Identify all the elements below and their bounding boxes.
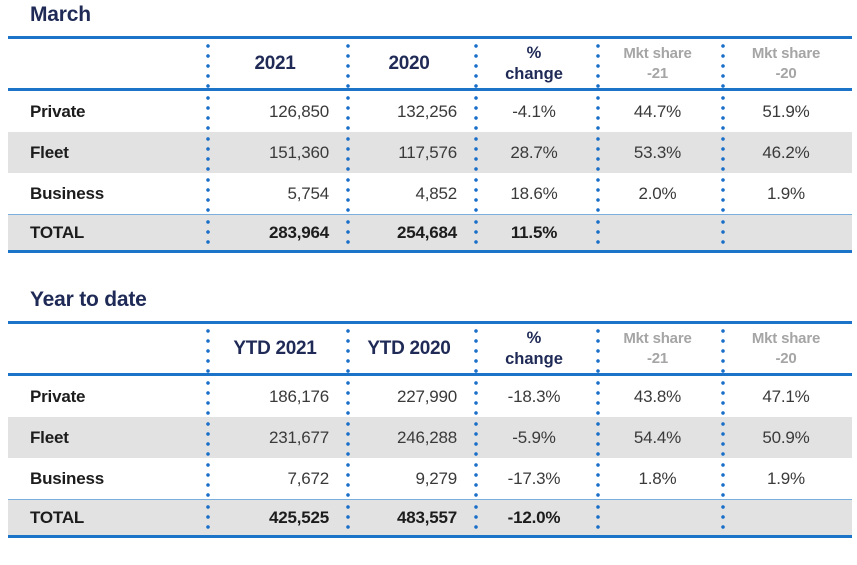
cell-ytd-2020: 246,288 xyxy=(345,417,473,458)
cell-mkt-share-21: 53.3% xyxy=(595,132,720,173)
cell-ytd-2021: 7,672 xyxy=(205,458,345,499)
cell-2020: 132,256 xyxy=(345,91,473,132)
cell-ytd-2021: 186,176 xyxy=(205,376,345,417)
cell-pct-change: 28.7% xyxy=(473,132,595,173)
cell-2021: 151,360 xyxy=(205,132,345,173)
ytd-table: YTD 2021 YTD 2020 % change Mkt share -21… xyxy=(8,321,852,538)
column-header-mkt-share-21: Mkt share -21 xyxy=(595,39,720,88)
row-label: Private xyxy=(30,101,86,121)
cell-mkt-share-21 xyxy=(595,500,720,535)
column-header-label: Mkt share -20 xyxy=(751,45,821,82)
cell-ytd-2020: 483,557 xyxy=(345,500,473,535)
column-header-label: Mkt share -21 xyxy=(623,45,692,82)
cell-mkt-share-20: 47.1% xyxy=(720,376,852,417)
column-header-label: YTD 2020 xyxy=(367,337,451,359)
cell-mkt-share-20: 46.2% xyxy=(720,132,852,173)
march-table: 2021 2020 % change Mkt share -21 Mkt sha… xyxy=(8,36,852,253)
cell-mkt-share-21: 2.0% xyxy=(595,173,720,214)
cell-mkt-share-21: 54.4% xyxy=(595,417,720,458)
table-row-business: Business 7,672 9,279 -17.3% 1.8% 1.9% xyxy=(8,458,852,499)
column-header-label: 2021 xyxy=(254,52,296,74)
cell-ytd-2020: 9,279 xyxy=(345,458,473,499)
cell-2020: 4,852 xyxy=(345,173,473,214)
cell-ytd-2021: 231,677 xyxy=(205,417,345,458)
cell-mkt-share-21: 43.8% xyxy=(595,376,720,417)
cell-mkt-share-20: 1.9% xyxy=(720,458,852,499)
cell-mkt-share-20: 51.9% xyxy=(720,91,852,132)
table-row-private: Private 186,176 227,990 -18.3% 43.8% 47.… xyxy=(8,376,852,417)
column-header-2021: 2021 xyxy=(205,39,345,88)
column-header-ytd-2021: YTD 2021 xyxy=(205,324,345,373)
row-label: Private xyxy=(30,386,86,406)
cell-pct-change: -12.0% xyxy=(473,500,595,535)
row-label: Business xyxy=(30,468,104,488)
table-title-march: March xyxy=(30,3,91,26)
row-label: TOTAL xyxy=(30,222,85,242)
column-header-ytd-2020: YTD 2020 xyxy=(345,324,473,373)
table-title-ytd: Year to date xyxy=(30,288,147,311)
column-header-label: % change xyxy=(505,43,563,83)
ytd-section: Year to date YTD 2021 YTD 2020 % change … xyxy=(0,285,857,538)
row-label: Business xyxy=(30,183,104,203)
cell-mkt-share-21: 1.8% xyxy=(595,458,720,499)
table-header-row: YTD 2021 YTD 2020 % change Mkt share -21… xyxy=(8,324,852,376)
column-header-blank xyxy=(8,39,205,88)
column-header-mkt-share-20: Mkt share -20 xyxy=(720,39,852,88)
column-header-mkt-share-21: Mkt share -21 xyxy=(595,324,720,373)
row-label: Fleet xyxy=(30,142,69,162)
column-header-pct-change: % change xyxy=(473,324,595,373)
cell-mkt-share-20: 50.9% xyxy=(720,417,852,458)
cell-ytd-2020: 227,990 xyxy=(345,376,473,417)
cell-mkt-share-20 xyxy=(720,215,852,250)
column-header-label: YTD 2021 xyxy=(233,337,317,359)
march-section: March 2021 2020 % change Mkt share -21 M… xyxy=(0,0,857,253)
column-header-mkt-share-20: Mkt share -20 xyxy=(720,324,852,373)
cell-2021: 126,850 xyxy=(205,91,345,132)
column-header-label: Mkt share -20 xyxy=(751,330,821,367)
column-header-2020: 2020 xyxy=(345,39,473,88)
cell-2021: 283,964 xyxy=(205,215,345,250)
column-header-label: 2020 xyxy=(388,52,430,74)
cell-ytd-2021: 425,525 xyxy=(205,500,345,535)
row-label: Fleet xyxy=(30,427,69,447)
table-row-fleet: Fleet 151,360 117,576 28.7% 53.3% 46.2% xyxy=(8,132,852,173)
cell-pct-change: -5.9% xyxy=(473,417,595,458)
column-header-blank xyxy=(8,324,205,373)
cell-2021: 5,754 xyxy=(205,173,345,214)
cell-pct-change: -18.3% xyxy=(473,376,595,417)
table-row-private: Private 126,850 132,256 -4.1% 44.7% 51.9… xyxy=(8,91,852,132)
table-row-fleet: Fleet 231,677 246,288 -5.9% 54.4% 50.9% xyxy=(8,417,852,458)
column-header-pct-change: % change xyxy=(473,39,595,88)
cell-mkt-share-21 xyxy=(595,215,720,250)
cell-2020: 117,576 xyxy=(345,132,473,173)
cell-mkt-share-21: 44.7% xyxy=(595,91,720,132)
table-row-total: TOTAL 283,964 254,684 11.5% xyxy=(8,214,852,250)
cell-pct-change: 18.6% xyxy=(473,173,595,214)
cell-pct-change: -17.3% xyxy=(473,458,595,499)
table-header-row: 2021 2020 % change Mkt share -21 Mkt sha… xyxy=(8,39,852,91)
cell-mkt-share-20: 1.9% xyxy=(720,173,852,214)
row-label: TOTAL xyxy=(30,507,85,527)
cell-pct-change: 11.5% xyxy=(473,215,595,250)
cell-2020: 254,684 xyxy=(345,215,473,250)
cell-pct-change: -4.1% xyxy=(473,91,595,132)
table-row-total: TOTAL 425,525 483,557 -12.0% xyxy=(8,499,852,535)
column-header-label: Mkt share -21 xyxy=(623,330,692,367)
table-row-business: Business 5,754 4,852 18.6% 2.0% 1.9% xyxy=(8,173,852,214)
cell-mkt-share-20 xyxy=(720,500,852,535)
column-header-label: % change xyxy=(505,328,563,368)
